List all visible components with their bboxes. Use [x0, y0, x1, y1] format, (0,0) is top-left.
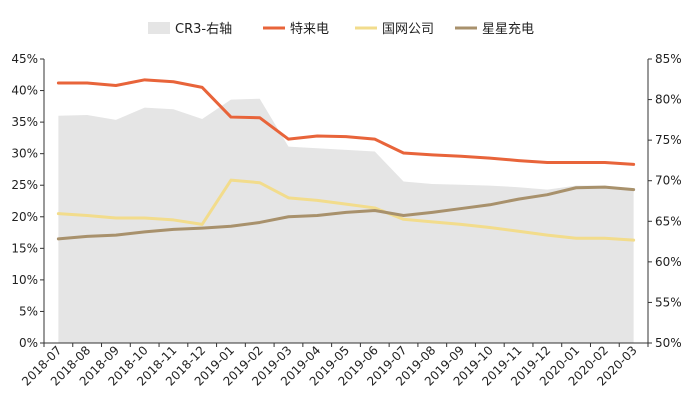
left-tick-label: 30%	[11, 147, 38, 161]
legend-label: 特来电	[290, 22, 329, 37]
right-tick-label: 85%	[655, 52, 682, 66]
left-tick-label: 0%	[19, 336, 38, 350]
left-tick-label: 20%	[11, 210, 38, 224]
right-tick-label: 55%	[655, 295, 682, 309]
legend-swatch-area	[148, 22, 170, 34]
left-tick-label: 40%	[11, 84, 38, 98]
left-tick-label: 35%	[11, 115, 38, 129]
line-layer	[56, 78, 636, 242]
right-tick-label: 75%	[655, 133, 682, 147]
left-tick-label: 45%	[11, 52, 38, 66]
right-tick-label: 65%	[655, 214, 682, 228]
line-series-1	[56, 78, 636, 166]
legend-label: 星星充电	[482, 21, 534, 37]
left-tick-label: 15%	[11, 241, 38, 255]
left-tick-label: 25%	[11, 178, 38, 192]
right-tick-label: 80%	[655, 93, 682, 107]
legend-label: 国网公司	[382, 22, 434, 37]
legend: CR3-右轴 特来电 国网公司 星星充电	[148, 21, 534, 37]
right-tick-label: 70%	[655, 174, 682, 188]
legend-label: CR3-右轴	[175, 22, 232, 37]
line-series-3	[56, 185, 636, 241]
left-tick-label: 10%	[11, 273, 38, 287]
line-series-2	[56, 178, 636, 242]
right-tick-label: 50%	[655, 336, 682, 350]
right-tick-label: 60%	[655, 255, 682, 269]
area-layer	[58, 98, 634, 343]
area-series-0	[58, 98, 634, 343]
left-tick-label: 5%	[19, 304, 38, 318]
